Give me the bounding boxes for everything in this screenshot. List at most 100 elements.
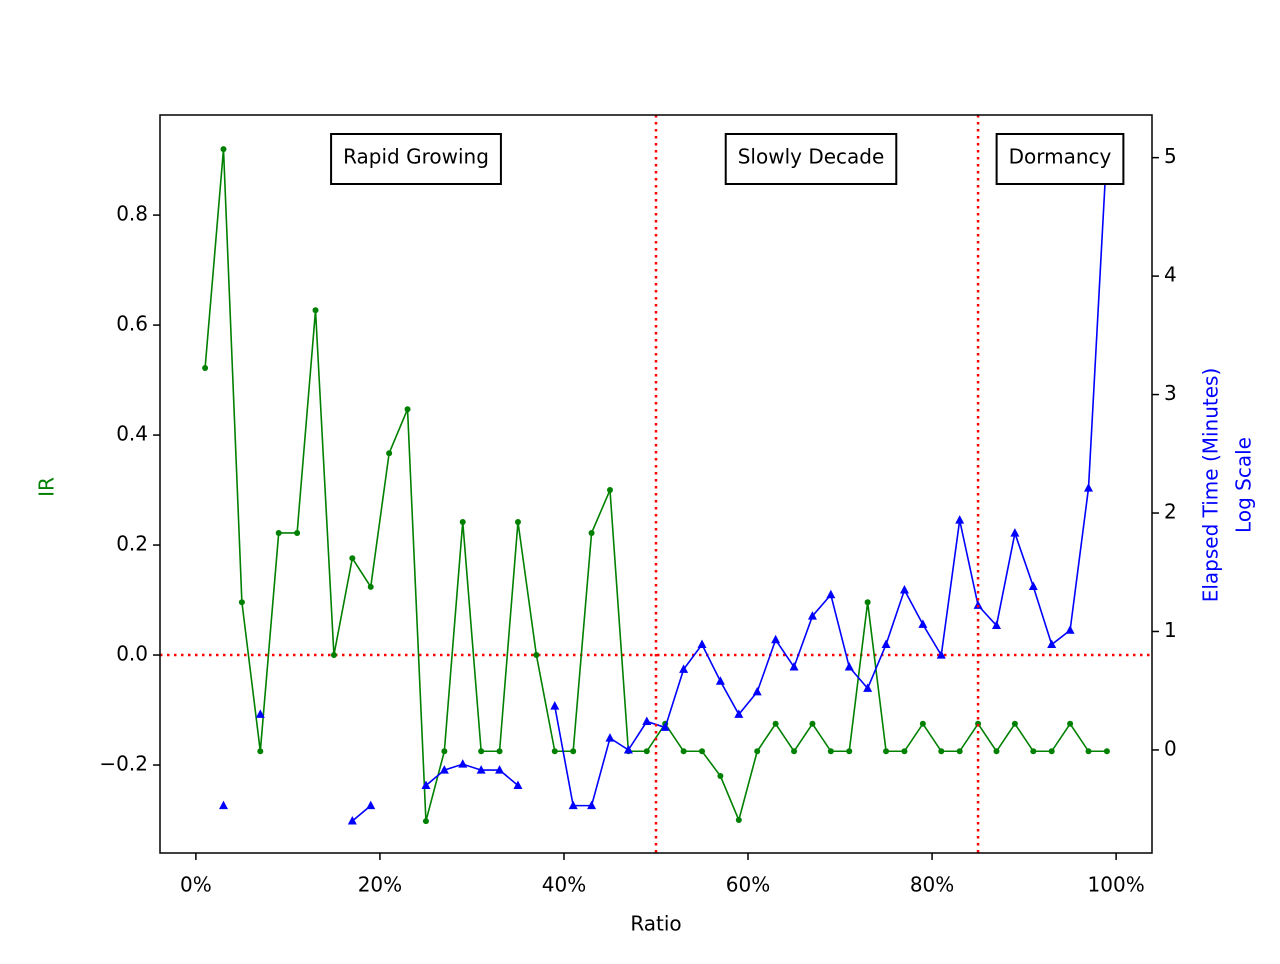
- point-marker: [441, 748, 448, 755]
- point-marker: [587, 800, 597, 810]
- x-tick-label: 60%: [726, 873, 770, 897]
- point-marker: [680, 748, 687, 755]
- point-marker: [514, 518, 521, 525]
- point-marker: [846, 748, 853, 755]
- point-marker: [1010, 528, 1020, 537]
- point-marker: [220, 146, 227, 153]
- point-marker: [973, 600, 983, 609]
- point-marker: [257, 748, 264, 755]
- point-marker: [476, 765, 486, 774]
- annotation: Slowly Decade: [738, 145, 885, 169]
- x-tick-label: 40%: [542, 873, 586, 897]
- point-marker: [294, 529, 301, 536]
- point-marker: [349, 555, 356, 562]
- point-marker: [936, 650, 946, 659]
- point-marker: [366, 800, 376, 810]
- point-marker: [844, 662, 854, 671]
- x-axis-label: Ratio: [630, 912, 681, 936]
- point-marker: [883, 748, 890, 755]
- point-marker: [605, 733, 615, 742]
- point-marker: [1048, 748, 1055, 755]
- point-marker: [864, 599, 871, 606]
- point-marker: [938, 748, 945, 755]
- point-marker: [550, 701, 560, 710]
- point-marker: [495, 765, 505, 774]
- point-marker: [660, 722, 670, 731]
- point-marker: [734, 709, 744, 718]
- point-marker: [715, 676, 725, 685]
- point-marker: [827, 748, 834, 755]
- point-marker: [533, 652, 540, 659]
- point-marker: [421, 780, 431, 789]
- x-tick-label: 20%: [358, 873, 402, 897]
- point-marker: [772, 720, 779, 727]
- y2-tick-label: 0: [1164, 736, 1177, 760]
- point-marker: [1067, 720, 1074, 727]
- point-marker: [1085, 748, 1092, 755]
- annotation: Dormancy: [1009, 145, 1112, 169]
- point-marker: [1011, 720, 1018, 727]
- point-marker: [459, 518, 466, 525]
- x-tick-label: 0%: [180, 873, 212, 897]
- point-marker: [699, 748, 706, 755]
- point-marker: [570, 748, 577, 755]
- y2-axis-label: Elapsed Time (Minutes): [1199, 368, 1223, 603]
- x-tick-label: 100%: [1088, 873, 1145, 897]
- annotation-box: [995, 133, 1125, 185]
- point-marker: [513, 780, 523, 789]
- point-marker: [881, 639, 891, 649]
- point-marker: [1103, 748, 1110, 755]
- point-marker: [642, 716, 652, 726]
- point-marker: [754, 748, 761, 755]
- y-axis-label: IR: [35, 477, 59, 497]
- point-marker: [238, 599, 245, 606]
- point-marker: [735, 817, 742, 824]
- point-marker: [312, 307, 319, 314]
- point-marker: [1030, 748, 1037, 755]
- point-marker: [993, 748, 1000, 755]
- series-line: [204, 149, 1107, 823]
- point-marker: [568, 800, 578, 810]
- point-marker: [606, 487, 613, 494]
- point-marker: [623, 744, 633, 754]
- point-marker: [202, 364, 209, 371]
- point-marker: [899, 585, 909, 594]
- point-marker: [771, 634, 781, 644]
- point-marker: [717, 773, 724, 780]
- y2-axis-label: Log Scale: [1232, 437, 1256, 533]
- y2-tick-label: 2: [1164, 500, 1177, 524]
- point-marker: [826, 589, 836, 599]
- point-marker: [901, 748, 908, 755]
- point-marker: [347, 816, 357, 825]
- y-tick-label: 0.0: [116, 642, 148, 666]
- point-marker: [956, 748, 963, 755]
- point-marker: [643, 748, 650, 755]
- point-marker: [275, 529, 282, 536]
- annotation-box: [724, 133, 898, 185]
- annotation-box: [330, 133, 502, 185]
- point-marker: [422, 818, 429, 825]
- point-marker: [551, 748, 558, 755]
- point-marker: [955, 515, 965, 524]
- point-marker: [991, 620, 1001, 630]
- point-marker: [919, 720, 926, 727]
- x-tick-label: 80%: [910, 873, 954, 897]
- point-marker: [255, 709, 265, 718]
- point-marker: [1028, 581, 1038, 590]
- point-marker: [1084, 483, 1094, 492]
- point-marker: [404, 406, 411, 413]
- y-tick-label: 0.4: [116, 422, 148, 446]
- point-marker: [791, 748, 798, 755]
- point-marker: [918, 619, 928, 628]
- annotation: Rapid Growing: [343, 145, 489, 169]
- point-marker: [809, 720, 816, 727]
- point-marker: [458, 759, 468, 768]
- point-marker: [697, 639, 707, 649]
- y-tick-label: 0.2: [116, 532, 148, 556]
- point-marker: [478, 748, 485, 755]
- point-marker: [1047, 639, 1057, 649]
- point-marker: [386, 450, 393, 457]
- y-tick-label: −0.2: [99, 752, 148, 776]
